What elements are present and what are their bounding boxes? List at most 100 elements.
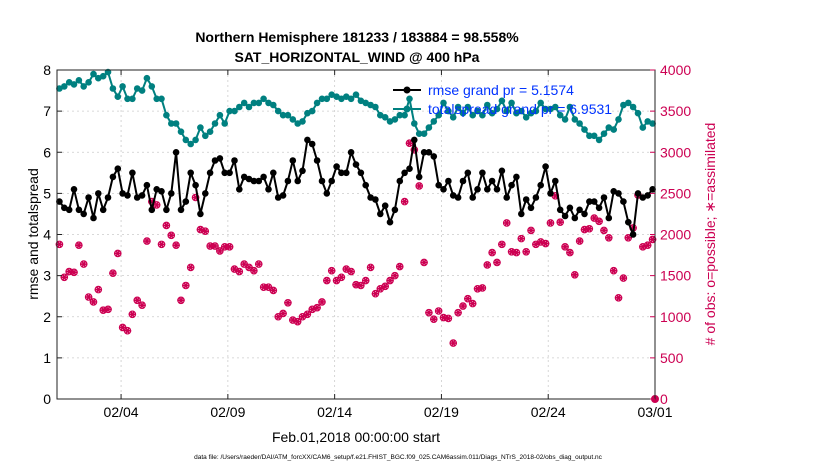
obs-possible-point (99, 306, 107, 314)
obs-possible-point (323, 276, 331, 285)
asterisk-stroke (290, 316, 296, 324)
asterisk-stroke (620, 274, 626, 282)
obs-possible-point (308, 305, 317, 314)
obs-assimilated-point (590, 214, 598, 222)
rmse-point (474, 186, 481, 193)
obs-possible-point (128, 310, 137, 319)
rmse-point (284, 177, 292, 185)
asterisk-stroke (611, 267, 617, 275)
obs-assimilated-point (507, 248, 516, 256)
asterisk-stroke (120, 323, 126, 331)
obs-assimilated-point (123, 327, 132, 335)
obs-possible-point (619, 274, 628, 282)
obs-possible-point (182, 281, 190, 290)
rmse-point (299, 167, 306, 175)
obs-possible-point (400, 197, 409, 206)
totalspread-point (474, 107, 481, 115)
rmse-point (561, 212, 569, 220)
totalspread-point (90, 70, 97, 78)
totalspread-point (197, 124, 204, 131)
x-tick-label: 02/04 (104, 404, 139, 420)
chart-subtitle: SAT_HORIZONTAL_WIND @ 400 hPa (235, 49, 480, 65)
totalspread-point (435, 111, 443, 119)
asterisk-stroke (567, 249, 573, 257)
obs-possible-point (624, 233, 633, 242)
obs-assimilated-point (89, 298, 98, 306)
obs-possible-point (614, 294, 623, 302)
rmse-point (143, 181, 151, 189)
obs-assimilated-point (157, 240, 166, 248)
obs-assimilated-point (352, 281, 360, 289)
asterisk-stroke (450, 339, 456, 347)
rmse-point (498, 167, 506, 175)
obs-assimilated-point (527, 226, 535, 234)
obs-possible-point (220, 243, 229, 251)
asterisk-stroke (115, 249, 121, 257)
obs-possible-point (483, 261, 492, 269)
x-tick-label: 02/14 (317, 404, 352, 420)
obs-possible-point (89, 298, 98, 306)
asterisk-stroke (528, 226, 534, 234)
y-tick-label-left: 8 (43, 62, 51, 78)
rmse-point (430, 153, 438, 160)
asterisk-stroke (601, 226, 607, 234)
obs-assimilated-point (488, 249, 496, 257)
obs-assimilated-point (138, 301, 146, 309)
obs-assimilated-point (264, 283, 273, 291)
totalspread-point (270, 101, 277, 109)
obs-possible-point (284, 298, 292, 307)
obs-assimilated-point (449, 339, 457, 347)
rmse-point (634, 190, 642, 197)
rmse-point (270, 169, 277, 177)
totalspread-point (381, 114, 389, 121)
asterisk-stroke (280, 309, 286, 317)
rmse-point (95, 190, 102, 197)
rmse-point (343, 169, 350, 177)
obs-possible-point (79, 260, 88, 268)
totalspread-point (396, 111, 404, 119)
asterisk-stroke (163, 221, 169, 229)
obs-possible-point (643, 241, 652, 249)
totalspread-point (498, 97, 506, 105)
y-tick-label-right: 3000 (660, 144, 691, 160)
asterisk-stroke (513, 249, 519, 257)
obs-possible-point (493, 258, 501, 267)
totalspread-point (493, 105, 501, 113)
obs-possible-point (561, 243, 569, 251)
totalspread-point (70, 81, 78, 88)
obs-possible-point (386, 276, 394, 285)
rmse-point (620, 198, 627, 205)
obs-possible-point (566, 248, 574, 257)
y-tick-label-right: 2500 (660, 185, 691, 201)
totalspread-point (138, 87, 146, 94)
obs-assimilated-point (425, 309, 433, 317)
obs-assimilated-point (439, 314, 448, 322)
asterisk-stroke (329, 267, 335, 275)
rmse-point (381, 202, 389, 209)
rmse-point (313, 157, 321, 164)
totalspread-point (610, 126, 617, 133)
totalspread-point (192, 136, 199, 144)
rmse-point (445, 177, 452, 185)
obs-assimilated-point (610, 267, 618, 275)
rmse-point (347, 149, 355, 156)
rmse-point (85, 194, 92, 201)
totalspread-point (226, 107, 233, 115)
asterisk-stroke (71, 268, 77, 276)
obs-assimilated-point (104, 305, 112, 313)
rmse-point (109, 173, 117, 181)
obs-assimilated-point (225, 243, 234, 251)
rmse-point (75, 206, 83, 214)
totalspread-point (391, 116, 399, 123)
rmse-point (294, 177, 302, 185)
totalspread-point (143, 74, 151, 82)
totalspread-point (255, 99, 263, 107)
totalspread-point (85, 79, 92, 86)
asterisk-stroke (100, 306, 106, 314)
obs-possible-point (473, 284, 482, 293)
obs-possible-point (211, 242, 219, 250)
obs-possible-point (502, 219, 511, 227)
totalspread-point (629, 103, 637, 111)
asterisk-stroke (650, 235, 656, 243)
asterisk-stroke (577, 237, 583, 245)
